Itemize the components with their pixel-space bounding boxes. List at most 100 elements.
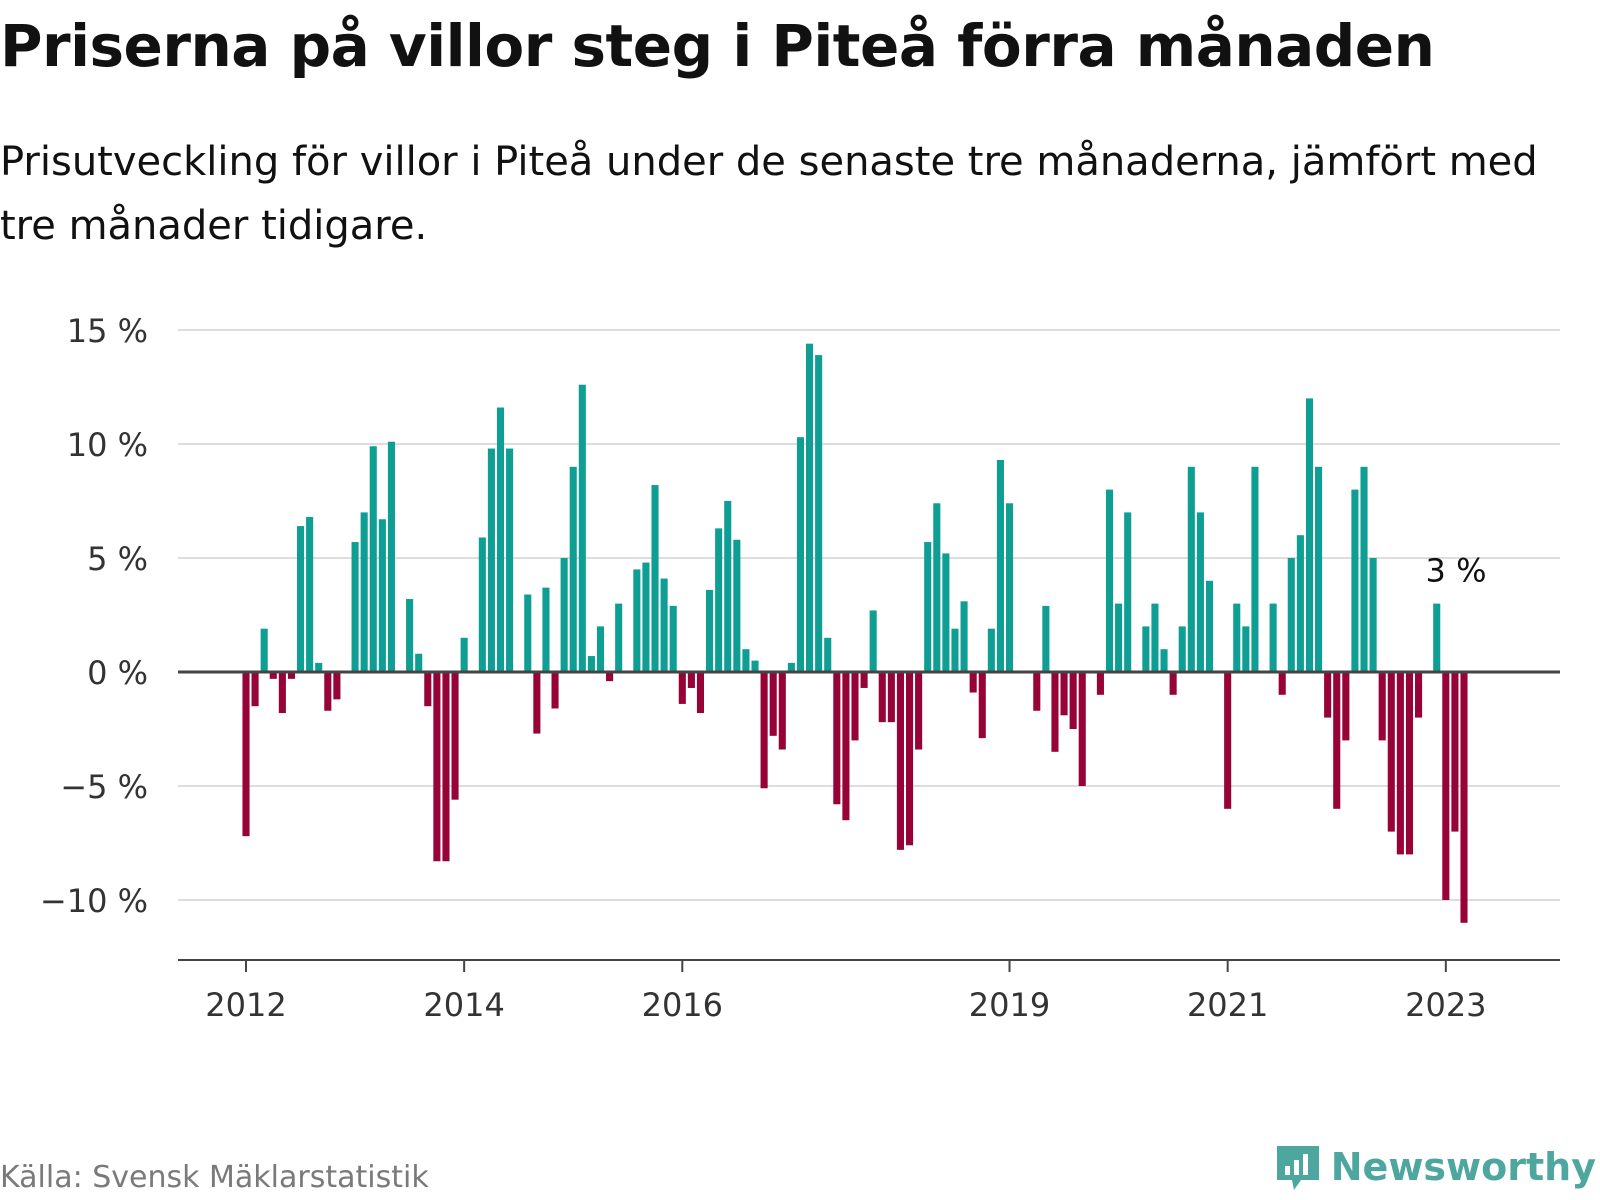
bar	[361, 512, 368, 672]
bar	[1106, 490, 1113, 672]
bar	[1279, 672, 1286, 695]
bar	[588, 656, 595, 672]
bar	[1070, 672, 1077, 729]
bar	[924, 542, 931, 672]
y-axis-tick-labels: 15 % 10 % 5 % 0 % −5 % −10 %	[40, 312, 148, 920]
bar	[906, 672, 913, 845]
bar	[670, 606, 677, 672]
bar	[461, 638, 468, 672]
bar	[1115, 604, 1122, 672]
bar	[252, 672, 259, 706]
bar-chart: 15 % 10 % 5 % 0 % −5 % −10 % 2012 2014 2016 2019…	[0, 0, 1600, 1120]
bar	[942, 553, 949, 672]
bar	[1451, 672, 1458, 832]
bar	[297, 526, 304, 672]
bar	[1342, 672, 1349, 740]
bar	[815, 355, 822, 672]
bar	[1460, 672, 1467, 923]
bar	[888, 672, 895, 722]
bar	[1061, 672, 1068, 715]
bar	[1051, 672, 1058, 752]
bar	[442, 672, 449, 861]
bar	[1370, 558, 1377, 672]
bar	[242, 672, 249, 836]
bar	[415, 654, 422, 672]
bar	[1170, 672, 1177, 695]
bar	[561, 558, 568, 672]
bar	[424, 672, 431, 706]
bar	[642, 563, 649, 672]
x-tick-label: 2021	[1187, 986, 1268, 1024]
y-tick-label: 10 %	[67, 426, 148, 464]
bar	[552, 672, 559, 708]
bar	[542, 588, 549, 672]
bar	[806, 344, 813, 672]
bar	[733, 540, 740, 672]
bar	[1324, 672, 1331, 718]
y-tick-label: 0 %	[87, 654, 148, 692]
bar	[497, 408, 504, 672]
bar	[1270, 604, 1277, 672]
bar	[1197, 512, 1204, 672]
bar	[797, 437, 804, 672]
bar	[951, 629, 958, 672]
x-axis-tick-labels: 2012 2014 2016 2019 2021 2023	[205, 960, 1486, 1024]
source-note: Källa: Svensk Mäklarstatistik	[0, 1160, 429, 1195]
bar	[615, 604, 622, 672]
bars	[242, 344, 1467, 923]
bar	[997, 460, 1004, 672]
y-tick-label: −10 %	[40, 882, 148, 920]
bar	[751, 661, 758, 672]
y-tick-label: 15 %	[67, 312, 148, 350]
bar	[961, 601, 968, 672]
bar	[324, 672, 331, 711]
bar	[933, 503, 940, 672]
bar	[1442, 672, 1449, 900]
bar	[379, 519, 386, 672]
bar	[697, 672, 704, 713]
bar	[524, 594, 531, 672]
bar	[488, 449, 495, 672]
x-tick-label: 2012	[205, 986, 286, 1024]
bar	[761, 672, 768, 788]
bar	[579, 385, 586, 672]
bar	[833, 672, 840, 804]
bar	[679, 672, 686, 704]
bar	[1242, 626, 1249, 672]
bar	[861, 672, 868, 688]
bar	[688, 672, 695, 688]
bar	[1151, 604, 1158, 672]
bar	[1097, 672, 1104, 695]
bar	[1415, 672, 1422, 718]
bar	[279, 672, 286, 713]
y-tick-label: −5 %	[60, 768, 148, 806]
axes	[178, 672, 1560, 960]
bar	[452, 672, 459, 800]
x-tick-label: 2023	[1405, 986, 1486, 1024]
bar	[651, 485, 658, 672]
bar	[533, 672, 540, 734]
bar	[1124, 512, 1131, 672]
bar	[1079, 672, 1086, 786]
bar	[1006, 503, 1013, 672]
bar	[1333, 672, 1340, 809]
x-tick-label: 2016	[642, 986, 723, 1024]
bar	[352, 542, 359, 672]
bar	[979, 672, 986, 738]
bar	[1315, 467, 1322, 672]
brand-name: Newsworthy	[1331, 1145, 1596, 1189]
newsworthy-logo-icon	[1273, 1142, 1323, 1192]
bar	[1251, 467, 1258, 672]
brand-logo: Newsworthy	[1273, 1142, 1596, 1192]
bar	[1379, 672, 1386, 740]
bar	[706, 590, 713, 672]
bar	[370, 446, 377, 672]
bar	[1360, 467, 1367, 672]
bar	[1306, 398, 1313, 672]
bar	[1161, 649, 1168, 672]
bar	[433, 672, 440, 861]
bar	[1142, 626, 1149, 672]
bar	[988, 629, 995, 672]
bar	[779, 672, 786, 750]
bar	[1297, 535, 1304, 672]
